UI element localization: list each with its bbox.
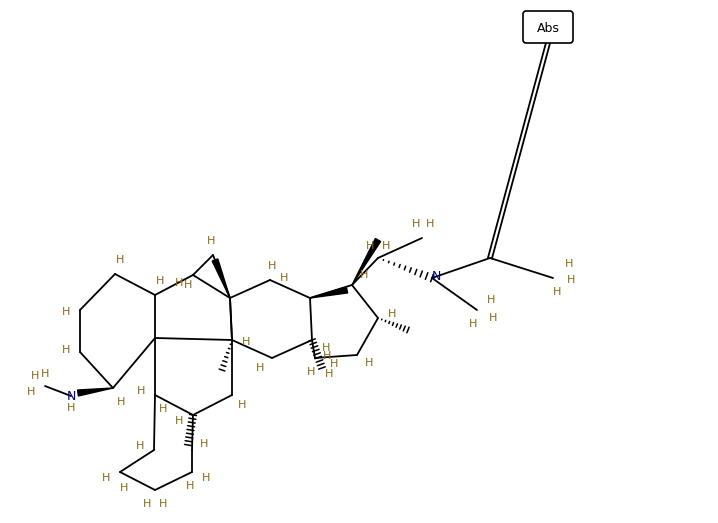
Text: H: H [174, 416, 183, 426]
Text: H: H [388, 309, 396, 319]
Text: H: H [62, 345, 70, 355]
Text: H: H [27, 387, 35, 397]
Text: H: H [365, 358, 373, 368]
Text: H: H [200, 439, 208, 449]
Text: H: H [117, 397, 125, 407]
Text: N: N [432, 270, 441, 283]
Text: H: H [184, 280, 192, 290]
Text: H: H [116, 255, 124, 265]
Polygon shape [352, 238, 381, 285]
Text: H: H [41, 369, 50, 379]
Text: H: H [487, 295, 495, 305]
Polygon shape [310, 287, 348, 298]
Text: H: H [238, 400, 246, 410]
Text: H: H [136, 441, 144, 451]
Text: H: H [31, 371, 39, 381]
Polygon shape [213, 259, 230, 298]
Polygon shape [78, 388, 113, 396]
Text: H: H [102, 473, 110, 483]
Text: H: H [382, 241, 390, 251]
Text: H: H [489, 313, 497, 323]
Text: H: H [202, 473, 210, 483]
Text: H: H [268, 261, 276, 271]
Text: H: H [159, 404, 167, 414]
Text: H: H [307, 367, 315, 377]
Text: H: H [159, 499, 167, 509]
Text: H: H [137, 386, 145, 396]
Text: H: H [365, 241, 374, 251]
Text: H: H [156, 276, 164, 286]
Text: H: H [242, 337, 250, 347]
Text: H: H [412, 219, 420, 229]
Text: H: H [120, 483, 129, 493]
Text: H: H [280, 273, 288, 283]
Text: H: H [174, 278, 183, 288]
Text: H: H [62, 307, 70, 317]
Text: H: H [567, 275, 575, 285]
Text: N: N [66, 390, 75, 403]
Text: H: H [469, 319, 477, 329]
Text: H: H [67, 403, 75, 413]
Text: H: H [553, 287, 561, 297]
Text: H: H [186, 481, 194, 491]
Text: H: H [360, 270, 368, 280]
Text: H: H [323, 351, 331, 361]
Text: H: H [322, 343, 330, 353]
FancyBboxPatch shape [523, 11, 573, 43]
Text: Abs: Abs [536, 21, 559, 35]
Text: H: H [207, 236, 215, 246]
Text: H: H [143, 499, 151, 509]
Text: H: H [426, 219, 434, 229]
Text: H: H [330, 359, 338, 369]
Text: H: H [256, 363, 264, 373]
Text: H: H [565, 259, 573, 269]
Text: H: H [325, 369, 333, 379]
